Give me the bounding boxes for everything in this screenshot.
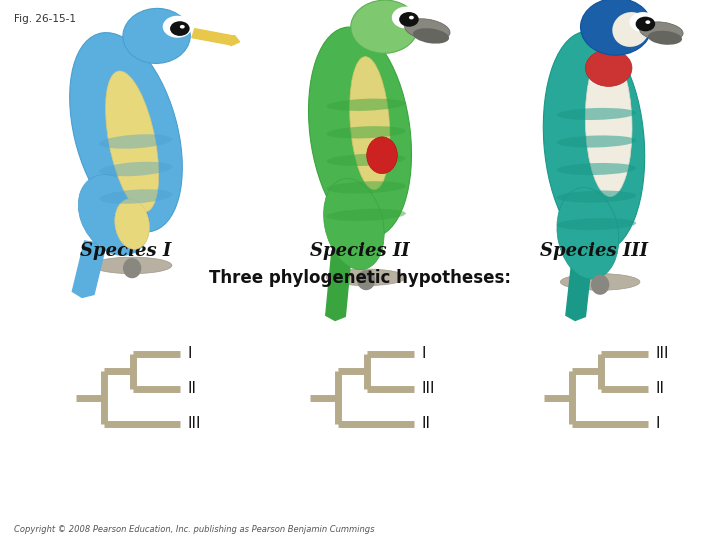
Ellipse shape [557,136,636,147]
Circle shape [392,6,421,29]
Ellipse shape [560,274,640,290]
FancyArrow shape [72,241,107,298]
Ellipse shape [612,12,649,47]
Ellipse shape [326,99,406,111]
Ellipse shape [123,258,141,278]
FancyArrow shape [192,29,240,46]
Ellipse shape [639,22,683,41]
Ellipse shape [123,9,190,63]
Text: III: III [655,346,669,361]
Circle shape [399,12,419,26]
Circle shape [163,16,192,38]
Ellipse shape [648,31,682,45]
Ellipse shape [366,137,397,174]
Ellipse shape [326,126,406,138]
Text: Copyright © 2008 Pearson Education, Inc. publishing as Pearson Benjamin Cummings: Copyright © 2008 Pearson Education, Inc.… [14,524,375,534]
Text: Three phylogenetic hypotheses:: Three phylogenetic hypotheses: [209,269,511,287]
FancyArrow shape [325,251,351,320]
Ellipse shape [557,187,618,279]
Text: Species I: Species I [81,242,171,260]
Text: I: I [655,416,660,431]
Circle shape [645,21,650,24]
Ellipse shape [326,154,406,166]
Ellipse shape [357,270,375,290]
Ellipse shape [557,163,636,175]
Circle shape [170,21,189,36]
FancyArrow shape [566,260,592,320]
Text: Species II: Species II [310,242,410,260]
Ellipse shape [585,50,632,197]
Text: III: III [187,416,201,431]
Ellipse shape [114,199,150,249]
Text: Species III: Species III [540,242,648,260]
Text: I: I [187,346,192,361]
Text: II: II [421,416,431,431]
Ellipse shape [99,162,172,176]
Ellipse shape [326,181,406,193]
Ellipse shape [350,57,390,190]
Ellipse shape [557,108,636,120]
Ellipse shape [591,274,609,295]
Ellipse shape [323,179,384,269]
Text: II: II [187,381,196,396]
Ellipse shape [309,27,411,238]
Ellipse shape [413,28,449,44]
Ellipse shape [70,32,182,232]
Ellipse shape [544,31,644,252]
Ellipse shape [99,190,172,204]
Circle shape [629,12,657,32]
Ellipse shape [106,71,158,212]
Ellipse shape [78,174,149,255]
Circle shape [636,17,655,31]
Text: Fig. 26-15-1: Fig. 26-15-1 [14,14,76,24]
Text: II: II [655,381,664,396]
Text: I: I [421,346,426,361]
Ellipse shape [557,191,636,202]
Ellipse shape [585,50,632,86]
Ellipse shape [326,209,406,221]
Ellipse shape [99,134,172,149]
Circle shape [180,25,185,29]
Ellipse shape [326,269,406,286]
Ellipse shape [405,19,450,40]
Ellipse shape [351,0,418,53]
Ellipse shape [557,218,636,230]
Circle shape [409,16,414,19]
Ellipse shape [92,257,172,274]
Text: III: III [421,381,435,396]
Ellipse shape [580,0,652,55]
